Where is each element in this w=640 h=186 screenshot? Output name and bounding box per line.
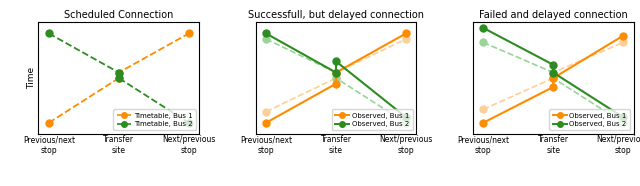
Title: Failed and delayed connection: Failed and delayed connection (479, 10, 628, 20)
Title: Successfull, but delayed connection: Successfull, but delayed connection (248, 10, 424, 20)
Legend: Observed, Bus 1, Observed, Bus 2: Observed, Bus 1, Observed, Bus 2 (549, 109, 630, 130)
Legend: Observed, Bus 1, Observed, Bus 2: Observed, Bus 1, Observed, Bus 2 (332, 109, 413, 130)
Title: Scheduled Connection: Scheduled Connection (64, 10, 173, 20)
Legend: Timetable, Bus 1, Timetable, Bus 2: Timetable, Bus 1, Timetable, Bus 2 (113, 109, 196, 130)
Y-axis label: Time: Time (27, 67, 36, 89)
